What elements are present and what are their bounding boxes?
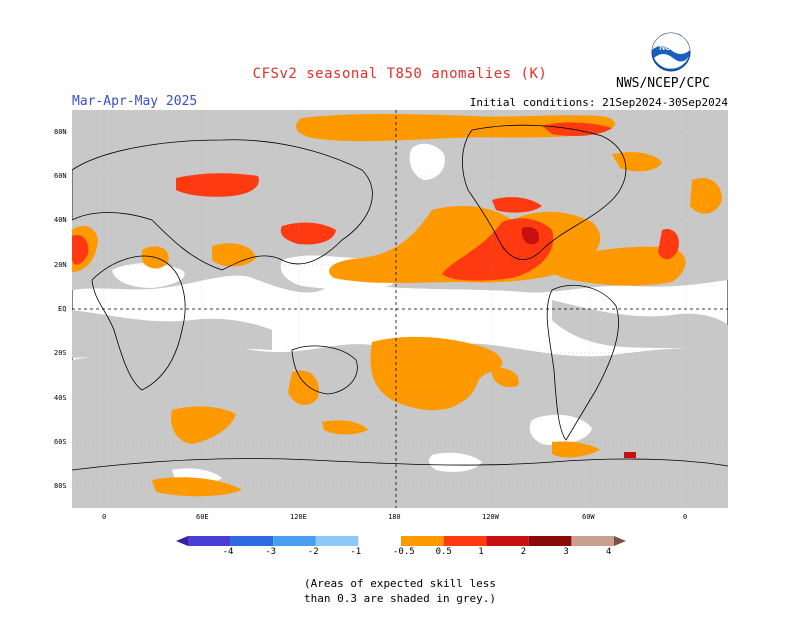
africa-outline [91,255,186,391]
colorbar-cell [358,536,401,546]
colorbar-tick-label: -3 [265,547,277,557]
skill-note-line-1: (Areas of expected skill less [303,577,497,590]
colorbar-tick-label: 2 [520,547,527,557]
lon-label: 60W [582,513,595,521]
colorbar-tick-label: 4 [606,547,612,557]
lon-label: 60E [196,513,209,521]
colorbar-cell [315,536,359,546]
colorbar-tick-label: 3 [563,547,569,557]
colorbar-tick-label: -2 [307,547,319,557]
colorbar-cell [188,536,231,546]
noaa-logo-icon: NOAA [651,32,691,72]
colorbar-cell [571,536,614,546]
colorbar-tick-label: -0.5 [393,547,415,557]
continent-outlines [72,124,728,471]
colorbar-tick-label: -4 [222,547,234,557]
season-label: Mar-Apr-May 2025 [72,94,198,109]
skill-note: (Areas of expected skill less than 0.3 a… [0,576,800,606]
skill-note-line-2: than 0.3 are shaded in grey.) [303,592,497,605]
colorbar-cell [230,536,274,546]
colorbar-cell [273,536,316,546]
colorbar-extend-low [176,536,188,546]
colorbar-tick-label: -1 [350,547,362,557]
lat-label: 40S [54,394,67,402]
lat-label: 80N [54,128,67,136]
lon-label: 0 [102,513,107,521]
lat-label: 80S [54,482,67,490]
australia-outline [291,345,358,395]
initial-conditions-label: Initial conditions: 21Sep2024-30Sep2024 [469,96,728,109]
lat-label: EQ [58,305,67,313]
map-title: CFSv2 seasonal T850 anomalies (K) [252,66,548,82]
antarctica-outline [72,458,728,471]
colorbar-cell [401,536,444,546]
colorbar-cell [528,536,572,546]
colorbar-cell [486,536,529,546]
colorbar [176,536,626,546]
eurasia-outline [72,139,373,271]
south-america-outline [546,284,619,441]
lon-label: 0 [683,513,688,521]
lat-label: 20N [54,261,67,269]
colorbar-extend-high [614,536,626,546]
lat-label: 60N [54,172,67,180]
grid-lines [72,110,728,508]
colorbar-tick-label: 1 [478,547,484,557]
north-america-outline [462,124,627,260]
colorbar-cell [443,536,487,546]
lat-label: 60S [54,438,67,446]
lon-label: 120E [290,513,307,521]
anomaly-map [72,110,728,508]
lon-label: 120W [482,513,499,521]
lat-label: 20S [54,349,67,357]
lat-label: 40N [54,216,67,224]
lon-label: 180 [388,513,401,521]
anomaly-darkred-regions [521,226,636,458]
colorbar-tick-label: 0.5 [435,547,452,557]
logo-text: NOAA [659,43,683,52]
organization-label: NWS/NCEP/CPC [616,76,710,91]
